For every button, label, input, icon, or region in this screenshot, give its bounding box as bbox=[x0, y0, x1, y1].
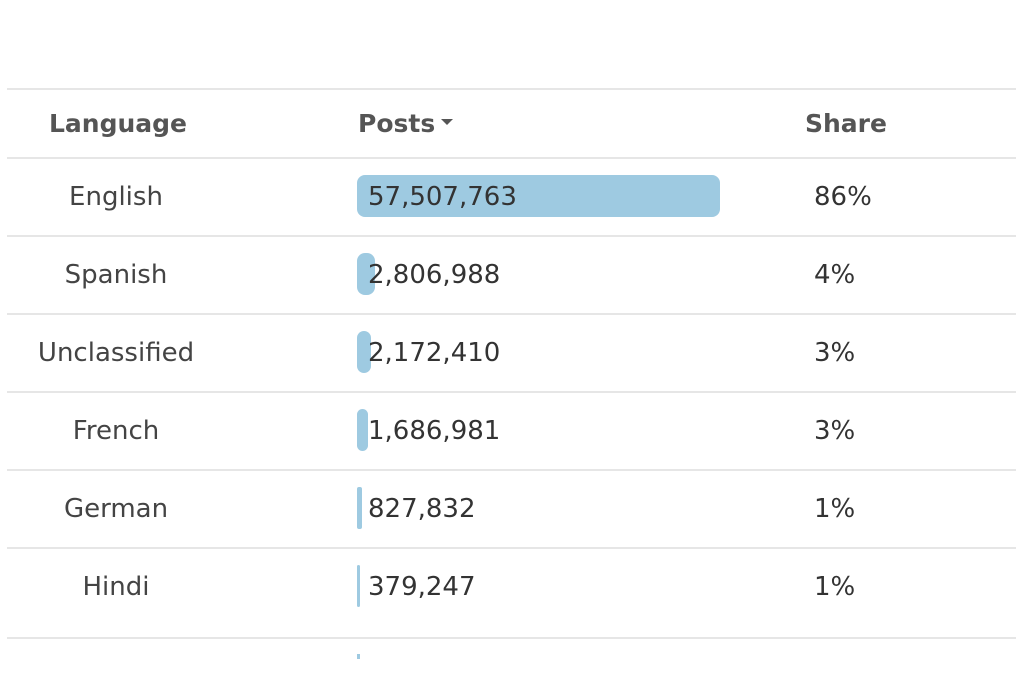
language-cell: German bbox=[63, 494, 169, 524]
language-cell: Spanish bbox=[64, 260, 168, 290]
table-row: German 827,832 1% bbox=[7, 471, 1016, 549]
table-row: English 57,507,763 86% bbox=[7, 159, 1016, 237]
language-cell: Hindi bbox=[82, 572, 150, 602]
column-header-posts[interactable]: Posts bbox=[358, 90, 454, 157]
posts-bar bbox=[357, 565, 360, 607]
posts-bar bbox=[357, 175, 720, 217]
posts-bar bbox=[357, 487, 362, 529]
posts-cell: 57,507,763 bbox=[368, 182, 517, 212]
share-cell: 3% bbox=[814, 416, 856, 446]
table-row: Hindi 379,247 1% bbox=[7, 549, 1016, 639]
table-header-row: Language Posts Share bbox=[7, 90, 1016, 159]
table-row: Spanish 2,806,988 4% bbox=[7, 237, 1016, 315]
language-posts-table: Language Posts Share English 57,507,763 … bbox=[7, 88, 1016, 659]
posts-cell: 2,172,410 bbox=[368, 338, 501, 368]
posts-bar bbox=[357, 331, 371, 373]
table-row: French 1,686,981 3% bbox=[7, 393, 1016, 471]
table-row: Unclassified 2,172,410 3% bbox=[7, 315, 1016, 393]
caret-down-icon bbox=[441, 119, 454, 125]
posts-bar bbox=[357, 409, 368, 451]
posts-cell: 827,832 bbox=[368, 494, 476, 524]
table-row-partial bbox=[7, 639, 1016, 659]
language-cell: French bbox=[72, 416, 160, 446]
posts-cell: 2,806,988 bbox=[368, 260, 501, 290]
share-cell: 4% bbox=[814, 260, 856, 290]
share-cell: 3% bbox=[814, 338, 856, 368]
posts-cell: 379,247 bbox=[368, 572, 476, 602]
share-cell: 1% bbox=[814, 572, 856, 602]
posts-bar-partial bbox=[357, 654, 360, 659]
language-cell: English bbox=[69, 182, 163, 212]
column-header-share[interactable]: Share bbox=[805, 109, 887, 138]
language-cell: Unclassified bbox=[37, 338, 195, 368]
posts-bar bbox=[357, 253, 375, 295]
table-top-rule bbox=[7, 88, 1016, 90]
posts-cell: 1,686,981 bbox=[368, 416, 501, 446]
share-cell: 1% bbox=[814, 494, 856, 524]
share-cell: 86% bbox=[814, 182, 872, 212]
column-header-posts-label: Posts bbox=[358, 109, 436, 138]
column-header-language[interactable]: Language bbox=[49, 109, 188, 138]
